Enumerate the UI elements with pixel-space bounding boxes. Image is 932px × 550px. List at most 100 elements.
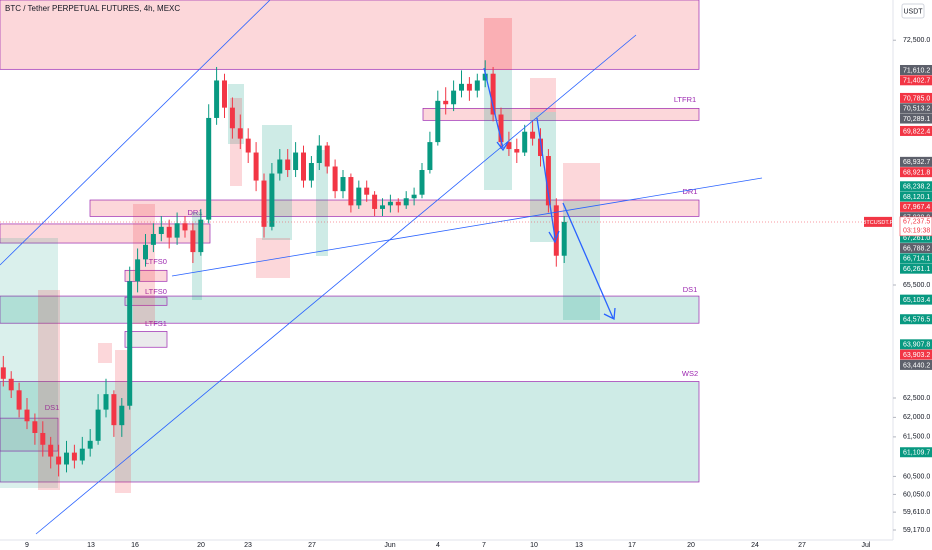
countdown-label: 03:19:38 — [903, 228, 930, 235]
column — [192, 212, 202, 300]
column — [256, 238, 290, 278]
candle-body — [206, 117, 212, 220]
x-tick-label: 4 — [436, 542, 440, 549]
candle-body — [166, 226, 172, 238]
price-tag-label: 64,576.5 — [903, 317, 930, 324]
x-tick-label: 13 — [575, 542, 583, 549]
candle-body — [514, 149, 520, 153]
candle-body — [403, 198, 409, 206]
candle-body — [387, 201, 393, 206]
x-tick-label: 17 — [628, 542, 636, 549]
candle-body — [506, 142, 512, 150]
candle-body — [143, 244, 148, 260]
column — [316, 150, 328, 256]
candle-body — [182, 223, 188, 231]
candle-body — [356, 187, 362, 206]
candle-body — [348, 177, 354, 206]
candle-body — [474, 80, 480, 91]
arrow-head — [603, 307, 616, 321]
zone — [422, 107, 700, 121]
candles — [0, 60, 567, 477]
y-tick-label: 59,610.0 — [903, 509, 930, 516]
candle-body — [466, 83, 472, 91]
candle-body — [261, 180, 267, 227]
candle-body — [71, 452, 77, 461]
candle-body — [490, 73, 496, 115]
candle-body — [198, 219, 204, 253]
price-tag-label: 65,103.4 — [903, 297, 930, 304]
candle-body — [372, 194, 378, 209]
price-tag-label: 67,261.0 — [903, 235, 930, 242]
candle-body — [530, 131, 536, 139]
price-tag — [900, 243, 932, 254]
candle-body — [253, 152, 259, 181]
axis: 72,500.0 65,500.0 62,500.0 62,000.0 61,500.0… — [25, 37, 932, 549]
price-tag-label: 71,610.2 — [903, 67, 930, 74]
price-tag-label: 71,402.7 — [903, 78, 930, 85]
price-tag-label: 66,714.1 — [903, 256, 930, 263]
x-tick-label: 24 — [751, 542, 759, 549]
price-tag — [900, 92, 932, 103]
candle-body — [285, 159, 291, 171]
zone-label: WS2 — [682, 369, 698, 378]
zone — [0, 381, 700, 483]
x-tick-label: 27 — [798, 542, 806, 549]
arrow-head — [548, 230, 560, 244]
candle-body — [222, 80, 227, 108]
candle-body — [443, 100, 449, 105]
candle-body — [24, 409, 30, 422]
candle-body — [8, 378, 14, 391]
candle-body — [245, 138, 251, 153]
price-tag-label: 70,513.2 — [903, 106, 930, 113]
current-price-tag — [899, 216, 932, 237]
candle-body — [538, 138, 543, 157]
price-tag-label: 61,109.7 — [903, 450, 930, 457]
candle-body — [451, 90, 457, 105]
price-tag — [900, 167, 932, 178]
column — [484, 18, 512, 70]
y-tick-label: 60,050.0 — [903, 491, 930, 498]
zone — [0, 295, 700, 324]
candle-body — [427, 142, 433, 171]
candle-body — [308, 163, 314, 181]
column — [133, 204, 155, 324]
candle-body — [364, 187, 370, 195]
column — [530, 78, 556, 112]
zones: LTFR1 DR1 DR1 DS1 WS2 LTFS0 LTFS0 LTFS1 DS1 — [0, 0, 700, 483]
symbol-tag — [864, 216, 892, 227]
currency-button[interactable] — [901, 3, 925, 19]
candle-body — [553, 205, 559, 256]
x-tick-label: 9 — [25, 542, 29, 549]
candle-body — [174, 223, 180, 238]
x-tick-label: Jun — [384, 542, 395, 549]
candle-body — [135, 259, 141, 282]
candle-body — [16, 390, 22, 410]
price-tag — [900, 191, 932, 202]
candle-body — [269, 173, 275, 227]
candle-body — [64, 452, 69, 465]
price-tag — [900, 156, 932, 167]
candle-body — [40, 432, 46, 445]
candle-body — [95, 409, 101, 441]
y-tick-label: 65,500.0 — [903, 282, 930, 289]
arrow-head — [496, 141, 509, 152]
x-tick-label: 27 — [308, 542, 316, 549]
candle-body — [324, 145, 330, 167]
price-tag-label: 66,261.1 — [903, 266, 930, 273]
zone-label: DR1 — [682, 187, 697, 196]
candle-body — [103, 394, 109, 410]
candle-body — [79, 448, 85, 461]
zone-label: LTFS1 — [145, 319, 167, 328]
price-tag — [900, 447, 932, 458]
price-tag — [900, 314, 932, 325]
chart-title: BTC / Tether PERPETUAL FUTURES, 4h, MEXC — [5, 4, 180, 13]
y-tick-label: 60,500.0 — [903, 473, 930, 480]
candle-body — [332, 166, 338, 192]
candle-body — [237, 128, 243, 139]
price-tag-label: 68,120.1 — [903, 194, 930, 201]
price-tag-label: 68,932.7 — [903, 159, 930, 166]
candle-body — [111, 394, 117, 426]
price-tag — [900, 103, 932, 114]
drawings — [0, 0, 763, 535]
